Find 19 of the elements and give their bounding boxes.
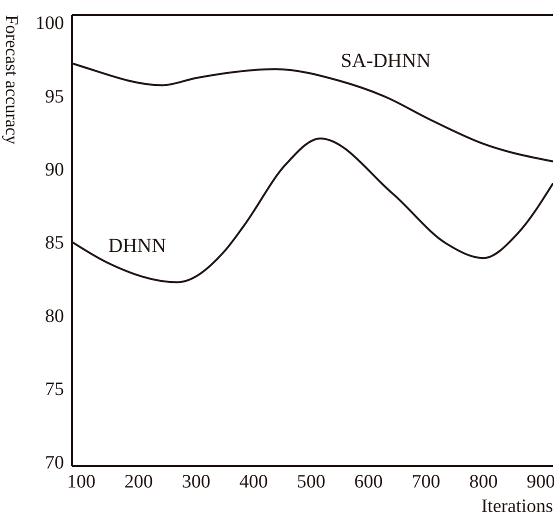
x-tick-label: 700 bbox=[412, 471, 440, 492]
series-label: SA-DHNN bbox=[340, 50, 431, 72]
y-tick-label: 90 bbox=[45, 159, 64, 180]
x-tick-label: 400 bbox=[239, 471, 268, 492]
y-tick-label: 80 bbox=[45, 306, 64, 327]
y-tick-label: 100 bbox=[36, 13, 64, 34]
y-tick-label: 85 bbox=[45, 232, 64, 254]
x-tick-label: 300 bbox=[182, 471, 210, 492]
x-tick-label: 200 bbox=[124, 471, 153, 492]
series-label: DHNN bbox=[108, 235, 166, 258]
x-tick-label: 100 bbox=[66, 471, 96, 492]
x-tick-label: 600 bbox=[354, 471, 383, 492]
y-axis-title: Forecast accuracy bbox=[2, 15, 22, 144]
y-tick-label: 75 bbox=[45, 379, 64, 400]
y-tick-label: 70 bbox=[45, 452, 64, 474]
x-tick-label: 800 bbox=[469, 471, 498, 492]
y-tick-label: 95 bbox=[45, 86, 64, 108]
x-axis-title: Iterations bbox=[481, 496, 553, 512]
x-tick-label: 500 bbox=[296, 471, 326, 492]
